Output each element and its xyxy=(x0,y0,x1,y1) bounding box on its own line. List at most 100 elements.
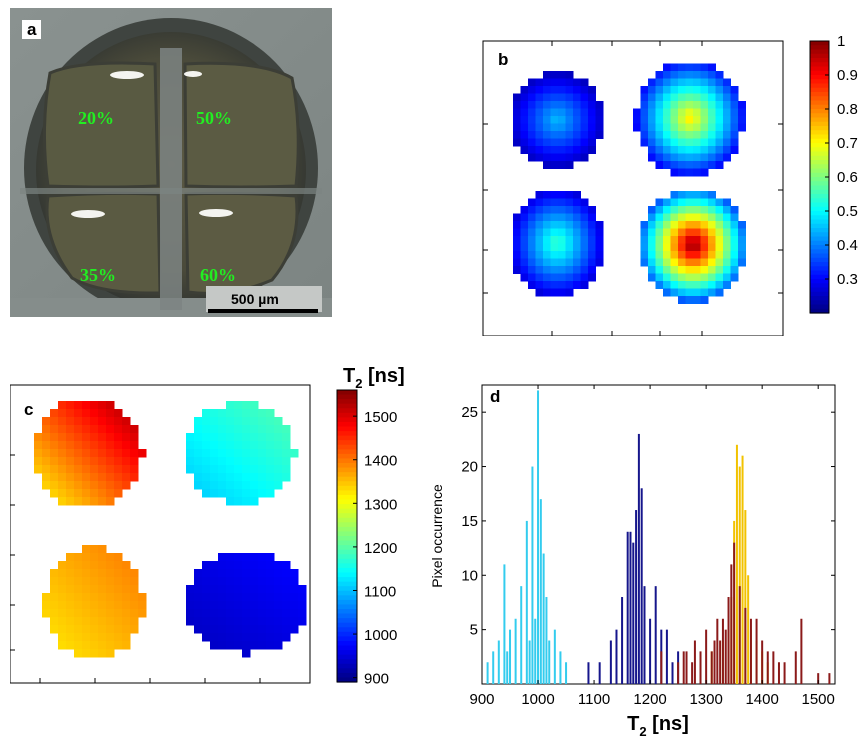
panel-b-cell xyxy=(558,258,566,267)
panel-c-cell xyxy=(114,609,123,618)
panel-c-cell xyxy=(234,601,243,610)
panel-b-cell xyxy=(543,138,551,147)
panel-b-cell xyxy=(595,243,604,252)
panel-c-cell xyxy=(210,409,219,418)
panel-b-cell xyxy=(648,131,656,139)
quadrant-label-bottom-left: 35% xyxy=(80,265,116,285)
histogram-bar xyxy=(539,499,542,684)
panel-b-cell xyxy=(535,78,544,87)
panel-c-cell xyxy=(282,561,291,570)
panel-c-cell xyxy=(106,569,115,578)
panel-b-colorbar-segment xyxy=(810,177,829,182)
panel-c-cell xyxy=(74,489,83,498)
panel-b-colorbar-tick-label: 0.6 xyxy=(837,169,858,186)
panel-b-colorbar-segment xyxy=(810,236,829,242)
panel-c-cell xyxy=(290,601,299,610)
panel-c-cell xyxy=(98,401,107,410)
panel-c-cell xyxy=(282,433,291,442)
histogram-bar xyxy=(621,597,624,684)
panel-b-cell xyxy=(558,161,566,169)
panel-b-cell xyxy=(663,221,671,229)
panel-b-cell xyxy=(580,221,589,229)
panel-c-cell xyxy=(258,409,267,418)
panel-b-cell xyxy=(535,206,544,214)
panel-b-cell xyxy=(580,78,589,87)
panel-c-colorbar-segment xyxy=(337,458,357,464)
panel-b-cell xyxy=(715,266,724,274)
panel-b-cell xyxy=(715,288,724,297)
panel-b-label: b xyxy=(496,50,511,69)
histogram-bar xyxy=(626,531,629,684)
panel-c-cell xyxy=(122,425,131,434)
panel-b-cell xyxy=(550,153,559,162)
panel-b-cell xyxy=(655,281,664,289)
panel-c-colorbar-segment xyxy=(337,622,357,628)
panel-b-colorbar-segment xyxy=(810,160,829,165)
panel-c-cell xyxy=(226,449,235,458)
panel-c-cell xyxy=(242,585,251,594)
panel-c-cell xyxy=(50,457,59,466)
panel-c-cell xyxy=(258,553,267,562)
panel-c-colorbar: 1500 1400 1300 1200 1100 1000 900 xyxy=(336,389,397,688)
panel-b-colorbar-segment xyxy=(810,143,829,148)
panel-b-colorbar-segment xyxy=(810,249,829,255)
panel-c-cell xyxy=(218,457,227,466)
histogram-bar xyxy=(800,618,803,684)
scale-bar-box xyxy=(206,286,322,312)
panel-c-cell xyxy=(82,641,91,650)
panel-c-cell xyxy=(226,609,235,618)
panel-c-cell xyxy=(106,433,115,442)
panel-b-cell xyxy=(685,116,694,124)
panel-b-cell xyxy=(543,206,551,214)
panel-b-cell xyxy=(678,273,686,282)
panel-b-cell xyxy=(565,93,574,102)
panel-b-cell xyxy=(685,131,694,139)
panel-b-cell xyxy=(535,251,544,259)
panel-b-cell xyxy=(543,161,551,169)
panel-d-ytick-label: 15 xyxy=(461,513,478,530)
panel-c-cell xyxy=(242,625,251,634)
quadrant-label-top-left: 20% xyxy=(78,108,114,128)
panel-b-cell xyxy=(535,288,544,297)
panel-b-cell xyxy=(663,146,671,154)
panel-c-cell xyxy=(74,593,83,602)
panel-b-cell xyxy=(730,228,739,237)
panel-c-cell xyxy=(106,585,115,594)
panel-c-cell xyxy=(138,601,147,610)
panel-c-cell xyxy=(58,465,67,474)
panel-b-cell xyxy=(648,78,656,87)
panel-c-colorbar-segment xyxy=(337,645,357,651)
panel-c-cell xyxy=(282,425,291,434)
panel-b-cell xyxy=(708,123,716,132)
panel-b-cell xyxy=(550,146,559,154)
panel-b-colorbar-segment xyxy=(810,151,829,157)
panel-b-cell xyxy=(700,78,709,87)
panel-c-cell xyxy=(250,417,259,426)
panel-c-cell xyxy=(58,561,67,570)
panel-b-cell xyxy=(580,266,589,274)
panel-c-colorbar-segment xyxy=(337,672,357,679)
panel-c-cell xyxy=(50,593,59,602)
panel-c-colorbar-segment xyxy=(337,640,357,647)
panel-c-colorbar-segment xyxy=(337,444,357,450)
panel-c-cell xyxy=(250,553,259,562)
histogram-bar xyxy=(528,640,531,684)
panel-c-cell xyxy=(202,425,211,434)
panel-b-cell xyxy=(640,116,649,124)
panel-b-cell xyxy=(513,266,521,274)
panel-c-cell xyxy=(66,553,75,562)
panel-c-cell xyxy=(66,561,75,570)
panel-b-cell xyxy=(685,153,694,162)
panel-c-cell xyxy=(258,425,267,434)
panel-c-cell xyxy=(106,553,115,562)
histogram-bar xyxy=(643,586,646,684)
panel-b-cell xyxy=(693,101,701,109)
panel-c-cell xyxy=(290,593,299,602)
panel-b-cell xyxy=(700,146,709,154)
panel-c-cell xyxy=(98,649,107,658)
panel-b-cell xyxy=(573,123,581,132)
panel-b-cell xyxy=(670,116,679,124)
panel-c-cell xyxy=(106,641,115,650)
panel-b-cell xyxy=(708,206,716,214)
panel-c-cell xyxy=(250,641,259,650)
